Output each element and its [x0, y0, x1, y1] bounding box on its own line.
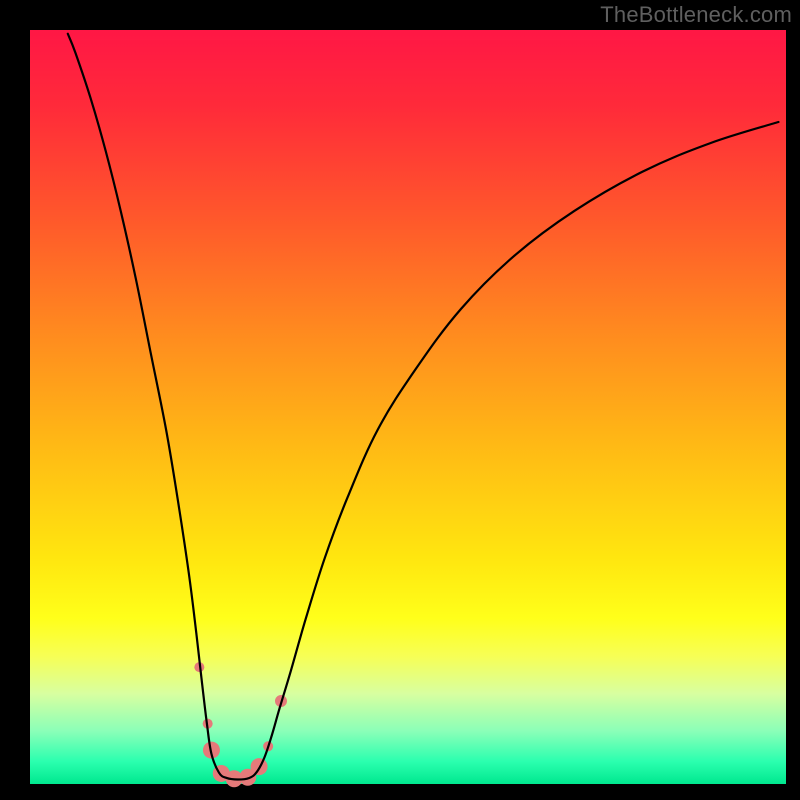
bottleneck-chart: [0, 0, 800, 800]
chart-container: TheBottleneck.com: [0, 0, 800, 800]
watermark-text: TheBottleneck.com: [600, 2, 792, 28]
plot-background: [30, 30, 786, 784]
